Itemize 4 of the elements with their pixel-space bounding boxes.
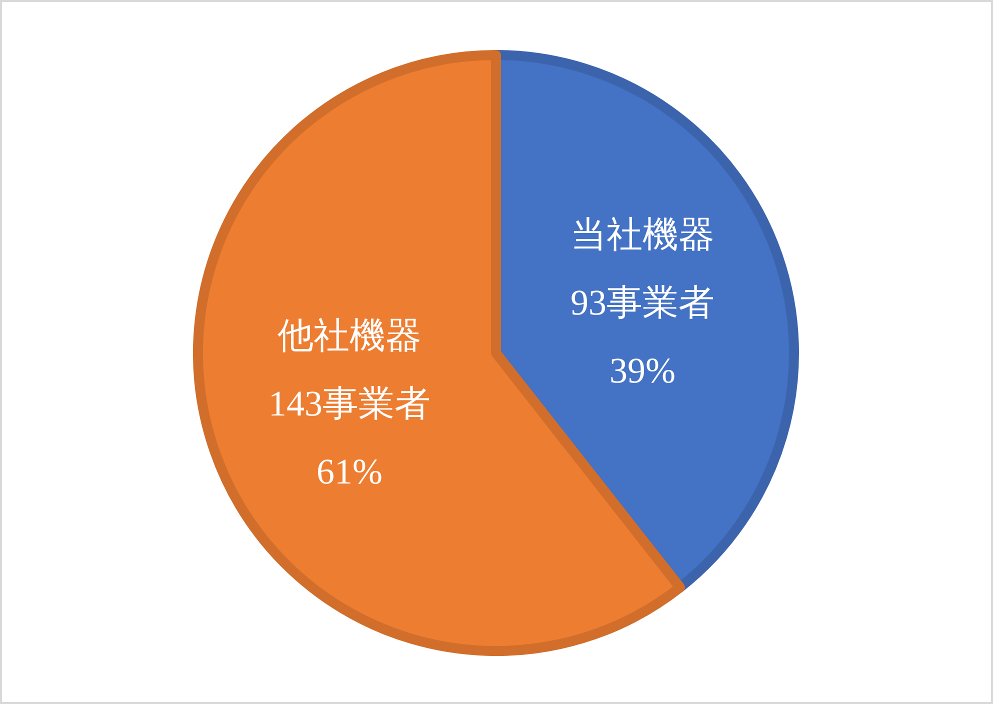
data-label: 143事業者 61% <box>268 384 431 492</box>
data-label: 93事業者 39% <box>570 282 714 390</box>
slice-label: 他社機器 <box>278 316 422 356</box>
slice-label: 当社機器 <box>570 214 714 254</box>
